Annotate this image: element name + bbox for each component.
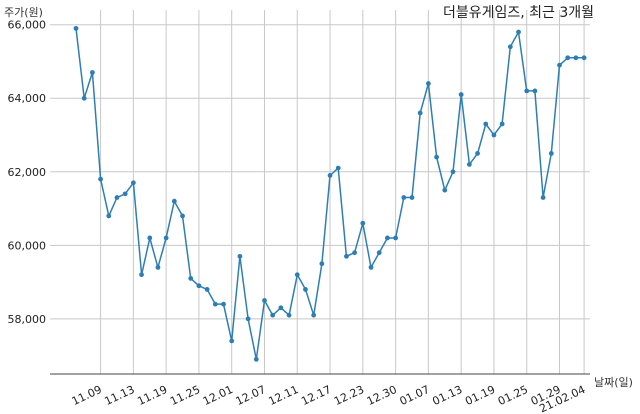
data-point [204, 287, 210, 292]
grid-lines [50, 10, 590, 374]
series-price [73, 25, 587, 362]
data-point [335, 165, 341, 171]
x-tick-label: 11.25 [168, 383, 202, 408]
data-point [237, 253, 243, 259]
data-point [139, 272, 144, 278]
data-point [466, 162, 472, 167]
data-point [483, 121, 489, 127]
data-point [278, 305, 284, 311]
data-point [401, 195, 407, 200]
data-point [114, 195, 120, 200]
data-point [409, 195, 415, 200]
data-point [442, 187, 448, 193]
y-axis-title: 주가(원) [4, 6, 43, 19]
data-point [221, 301, 226, 307]
data-point [171, 198, 177, 204]
data-point [450, 169, 456, 175]
data-point [212, 301, 218, 307]
x-tick-label: 12.07 [234, 383, 268, 408]
data-point [507, 44, 513, 50]
x-tick-label: 11.13 [103, 383, 137, 408]
data-point [368, 264, 374, 270]
data-point [245, 316, 251, 322]
data-point [540, 195, 546, 200]
data-point [147, 235, 153, 241]
x-tick-label: 12.17 [299, 383, 333, 408]
x-tick-label: 01.19 [463, 383, 497, 408]
x-tick-label: 11.09 [70, 383, 104, 408]
data-point [294, 272, 300, 278]
x-tick-label: 12.01 [201, 383, 235, 408]
data-point [425, 81, 431, 86]
x-tick-label: 11.19 [135, 383, 169, 408]
data-point [229, 338, 235, 344]
data-point [360, 220, 366, 226]
data-point [376, 250, 382, 256]
data-point [548, 150, 554, 156]
x-tick-label: 12.23 [332, 383, 366, 408]
data-point [573, 55, 579, 61]
data-point [319, 261, 325, 267]
x-tick-label: 01.25 [496, 383, 530, 408]
y-tick-labels: 58,000 60,000 62,000 64,000 66,000 [8, 19, 47, 326]
y-tick-label: 60,000 [8, 239, 47, 252]
data-point [344, 253, 349, 259]
y-tick-label: 66,000 [8, 19, 47, 32]
data-point [270, 312, 276, 318]
data-point [458, 92, 464, 97]
data-point [565, 55, 571, 61]
data-point [475, 150, 480, 156]
data-point [253, 356, 259, 362]
data-point [188, 276, 194, 281]
data-point [98, 176, 103, 182]
data-point [89, 70, 95, 75]
data-point [81, 95, 87, 101]
x-tick-label: 01.13 [430, 383, 464, 408]
data-point [352, 250, 358, 256]
x-tick-labels: 11.0911.1311.1911.2512.0112.0712.1112.17… [70, 383, 588, 414]
data-point [434, 154, 439, 160]
data-point [516, 29, 521, 35]
x-axis-title: 날짜(일) [594, 375, 633, 389]
data-point [196, 283, 202, 289]
data-point [180, 213, 185, 219]
data-point [532, 88, 538, 94]
data-point [327, 173, 333, 178]
data-point [311, 312, 317, 318]
data-point [122, 191, 128, 197]
x-tick-label: 12.30 [365, 383, 399, 408]
data-point [303, 287, 308, 292]
data-point [491, 132, 497, 138]
data-point [262, 298, 267, 303]
x-tick-label: 01.07 [398, 383, 432, 408]
y-tick-label: 58,000 [8, 313, 47, 326]
data-point [499, 121, 505, 127]
data-point [417, 110, 423, 116]
data-point [163, 235, 169, 241]
data-point [130, 180, 136, 186]
y-tick-label: 64,000 [8, 92, 47, 105]
x-tick-label: 12.11 [266, 383, 300, 408]
data-point [155, 264, 161, 270]
data-point [106, 213, 112, 219]
data-point [393, 235, 399, 241]
data-point [286, 312, 292, 318]
data-point [385, 235, 390, 241]
data-point [557, 62, 562, 68]
chart-title: 더블유게임즈, 최근 3개월 [443, 5, 594, 21]
y-tick-label: 62,000 [8, 166, 47, 179]
data-point [581, 55, 587, 61]
data-point [524, 88, 530, 94]
data-point [73, 25, 79, 31]
